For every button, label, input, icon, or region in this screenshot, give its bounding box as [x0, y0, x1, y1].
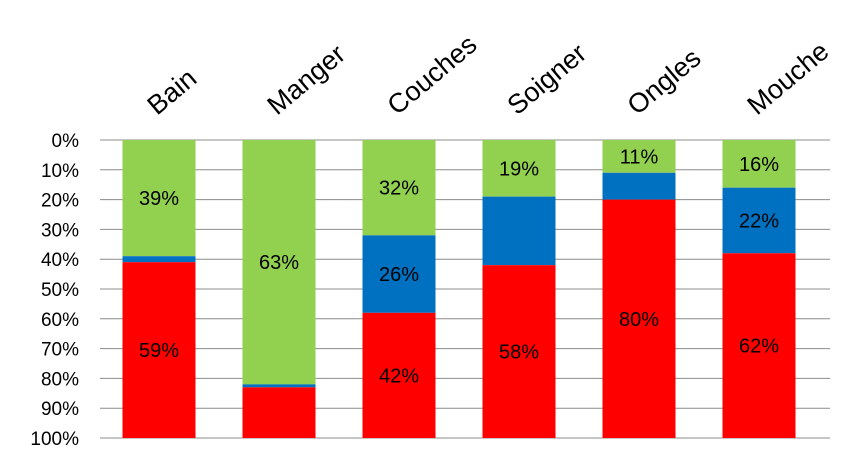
- bar-segment: [482, 265, 556, 438]
- bar-segment: [482, 140, 556, 197]
- data-label: 26%: [379, 264, 419, 286]
- data-label: 42%: [379, 365, 419, 387]
- bar-segment: [722, 187, 796, 254]
- bar-segment: [242, 387, 316, 438]
- data-label: 16%: [739, 154, 779, 176]
- y-tick-label: 20%: [41, 191, 79, 212]
- y-tick-label: 60%: [41, 310, 79, 331]
- data-label: 58%: [499, 342, 539, 364]
- data-label: 63%: [259, 252, 299, 274]
- category-label: Manger: [262, 39, 351, 121]
- bars: [122, 140, 796, 438]
- y-tick-label: 80%: [41, 369, 79, 390]
- data-label: 62%: [739, 336, 779, 358]
- data-label: 11%: [620, 146, 659, 168]
- bar-segment: [242, 140, 316, 385]
- bar-segment: [602, 172, 676, 200]
- category-label: Couches: [382, 29, 483, 120]
- category-label: Soigner: [502, 38, 593, 121]
- category-label: Bain: [142, 63, 203, 121]
- bar-segment: [722, 140, 796, 188]
- y-tick-label: 50%: [41, 280, 79, 301]
- gridlines: [100, 139, 830, 439]
- y-tick-label: 30%: [41, 220, 79, 241]
- category-label: Ongles: [622, 43, 707, 121]
- y-tick-label: 40%: [41, 250, 79, 271]
- data-label: 59%: [139, 340, 179, 362]
- bar-segment: [122, 140, 196, 257]
- bar-segment: [242, 384, 316, 388]
- data-label: 22%: [739, 210, 779, 232]
- bar-segment: [362, 235, 436, 313]
- y-tick-label: 100%: [30, 429, 79, 450]
- bar-segment: [122, 262, 196, 438]
- y-tick-label: 90%: [41, 399, 79, 420]
- bar-segment: [722, 253, 796, 438]
- data-labels: 39% 59% 63% 32% 26% 42% 19% 58% 11% 80% 16% 22% 62%: [139, 146, 779, 387]
- category-label: Mouche: [742, 36, 835, 121]
- bar-segment: [602, 140, 676, 173]
- data-label: 19%: [499, 158, 539, 180]
- category-labels: Bain Manger Couches Soigner Ongles Mouche: [142, 29, 835, 120]
- y-tick-label: 0%: [52, 131, 80, 152]
- data-label: 80%: [619, 309, 659, 331]
- bar-segment: [362, 312, 436, 438]
- y-tick-label: 10%: [41, 161, 79, 182]
- data-label: 32%: [379, 178, 419, 200]
- bar-segment: [602, 199, 676, 438]
- data-label: 39%: [139, 188, 179, 210]
- bar-segment: [482, 196, 556, 266]
- y-tick-label: 70%: [41, 340, 79, 361]
- y-axis-tick-labels: 0% 10% 20% 30% 40% 50% 60% 70% 80% 90% 100%: [30, 131, 79, 450]
- bar-segment: [362, 140, 436, 236]
- bar-segment: [122, 256, 196, 263]
